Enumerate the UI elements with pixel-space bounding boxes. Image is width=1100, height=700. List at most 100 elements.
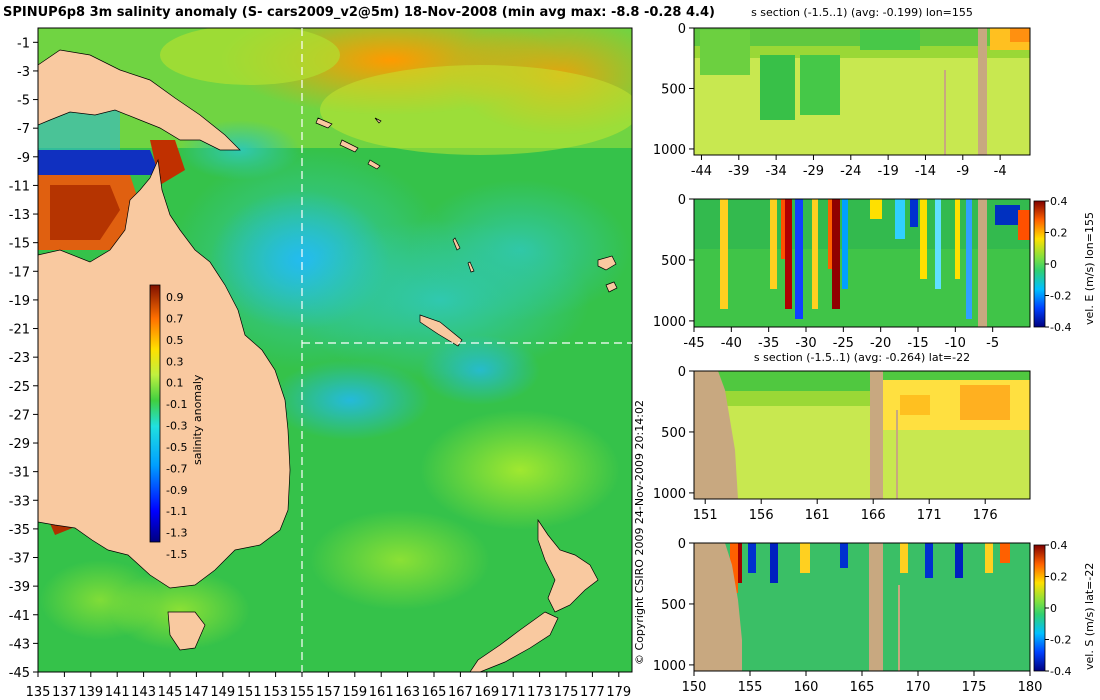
map-x-tick-label: 165	[422, 685, 447, 700]
map-y-tick-label: -3	[17, 65, 30, 80]
map-x-tick-label: 139	[78, 685, 103, 700]
section4-x-tick-label: 160	[794, 680, 819, 695]
section3-y-tick-label: 500	[661, 426, 686, 441]
section2-x-tick-label: -25	[833, 336, 854, 351]
section1-x-tick-label: -9	[956, 164, 969, 179]
map-x-tick-label: 149	[210, 685, 235, 700]
section2-colorbar-tick-label: -0.2	[1050, 290, 1071, 303]
section3-y-tick-label: 0	[678, 365, 686, 380]
map-y-tick-label: -19	[9, 294, 30, 309]
map-x-tick-label: 169	[474, 685, 499, 700]
map-y-tick-label: -35	[9, 523, 30, 538]
section1-x-tick-label: -39	[728, 164, 749, 179]
section4-colorbar-tick-label: 0.4	[1050, 539, 1068, 552]
section2-colorbar-tick-label: 0.2	[1050, 227, 1068, 240]
section3-x-tick-label: 151	[693, 508, 718, 523]
section2-colorbar-tick-label: -0.4	[1050, 321, 1071, 334]
section3-plot: s section (-1.5..1) (avg: -0.264) lat=-2…	[653, 351, 1031, 523]
section4-colorbar-tick-label: -0.4	[1050, 665, 1071, 678]
section2-colorbar-tick-label: 0	[1050, 258, 1057, 271]
tasmania-land	[167, 611, 206, 651]
section4-colorbar-tick-label: 0	[1050, 602, 1057, 615]
map-colorbar-label: salinity anomaly	[191, 374, 204, 465]
map-colorbar: 0.9 0.7 0.5 0.3 0.1 -0.1 -0.3 -0.5 -0.7 -0.9 -1.1 -…	[149, 284, 204, 561]
map-x-tick-label: 143	[131, 685, 156, 700]
section4-x-tick-label: 180	[1018, 680, 1043, 695]
map-y-tick-label: -33	[9, 494, 30, 509]
map-x-tick-label: 175	[554, 685, 579, 700]
map-x-axis: 135 137 139 141 143 145 147 149 151 153 155 157 159 1…	[26, 672, 631, 700]
section3-title: s section (-1.5..1) (avg: -0.264) lat=-2…	[754, 351, 970, 364]
section4-colorbar: 0.4 0.2 0 -0.2 -0.4 vel. S (m/s) lat=-22	[1033, 539, 1096, 678]
map-plot: 135 137 139 141 143 145 147 149 151 153 155 157 159 1…	[9, 27, 633, 700]
map-x-tick-label: 171	[501, 685, 526, 700]
section4-y-tick-label: 500	[661, 598, 686, 613]
section3-x-tick-label: 161	[805, 508, 830, 523]
section4-colorbar-label: vel. S (m/s) lat=-22	[1083, 563, 1096, 670]
section4-x-tick-label: 170	[906, 680, 931, 695]
section1-y-tick-label: 500	[661, 82, 686, 97]
map-x-tick-label: 155	[290, 685, 315, 700]
map-y-tick-label: -23	[9, 351, 30, 366]
section3-y-tick-label: 1000	[653, 487, 686, 502]
new-caledonia-land	[419, 314, 463, 347]
section4-x-tick-label: 175	[962, 680, 987, 695]
map-y-tick-label: -41	[9, 609, 30, 624]
section4-colorbar-tick-label: -0.2	[1050, 634, 1071, 647]
map-y-tick-label: -15	[9, 237, 30, 252]
map-colorbar-tick-label: -1.3	[166, 527, 187, 540]
section2-x-tick-label: -45	[683, 336, 704, 351]
section4-plot: 150 155 160 165 170 175 180 0 500 1000 0.4 0.2 0 -0.…	[653, 537, 1096, 695]
map-y-tick-label: -21	[9, 323, 30, 338]
png-land	[38, 49, 241, 151]
section2-y-tick-label: 500	[661, 254, 686, 269]
map-x-tick-label: 141	[105, 685, 130, 700]
map-colorbar-tick-label: -1.5	[166, 548, 187, 561]
map-colorbar-tick-label: 0.3	[166, 355, 184, 368]
section1-y-tick-label: 0	[678, 22, 686, 37]
map-y-tick-label: -31	[9, 466, 30, 481]
section2-x-tick-label: -20	[870, 336, 891, 351]
section1-x-tick-label: -19	[878, 164, 899, 179]
map-colorbar-tick-label: 0.5	[166, 334, 184, 347]
map-colorbar-tick-label: 0.9	[166, 291, 184, 304]
islands	[315, 117, 618, 293]
section3-x-tick-label: 156	[749, 508, 774, 523]
section2-x-tick-label: -15	[907, 336, 928, 351]
section1-x-tick-label: -34	[766, 164, 787, 179]
map-x-tick-label: 145	[158, 685, 183, 700]
australia-land	[38, 158, 291, 589]
section1-title: s section (-1.5..1) (avg: -0.199) lon=15…	[751, 6, 973, 19]
section1-x-tick-label: -44	[691, 164, 712, 179]
map-y-tick-label: -27	[9, 408, 30, 423]
map-y-tick-label: -11	[9, 179, 30, 194]
map-x-tick-label: 163	[395, 685, 420, 700]
map-colorbar-tick-label: -0.7	[166, 462, 187, 475]
map-field	[38, 28, 632, 672]
section2-y-tick-label: 0	[678, 193, 686, 208]
map-x-tick-label: 135	[26, 685, 51, 700]
map-x-tick-label: 137	[52, 685, 77, 700]
map-y-axis: -1 -3 -5 -7 -9 -11 -13 -15 -17 -19 -21 -23 -25 -27 -29…	[9, 36, 38, 681]
section1-y-tick-label: 1000	[653, 143, 686, 158]
copyright: © Copyright CSIRO 2009 24-Nov-2009 20:14…	[633, 400, 646, 665]
section2-colorbar: 0.4 0.2 0 -0.2 -0.4 vel. E (m/s) lon=155	[1033, 195, 1096, 334]
section1-plot: s section (-1.5..1) (avg: -0.199) lon=15…	[653, 6, 1031, 179]
map-x-tick-label: 177	[580, 685, 605, 700]
section4-y-tick-label: 0	[678, 537, 686, 552]
map-y-tick-label: -1	[17, 36, 30, 51]
map-x-tick-label: 151	[237, 685, 262, 700]
section1-x-tick-label: -4	[994, 164, 1007, 179]
map-x-tick-label: 167	[448, 685, 473, 700]
section2-x-tick-label: -40	[721, 336, 742, 351]
map-colorbar-tick-label: 0.7	[166, 312, 184, 325]
map-y-tick-label: -45	[9, 666, 30, 681]
map-y-tick-label: -9	[17, 151, 30, 166]
section4-x-tick-label: 165	[850, 680, 875, 695]
section1-x-tick-label: -29	[803, 164, 824, 179]
nz-south-land	[469, 611, 559, 672]
map-x-tick-label: 147	[184, 685, 209, 700]
map-frame	[37, 27, 633, 673]
map-x-tick-label: 159	[342, 685, 367, 700]
